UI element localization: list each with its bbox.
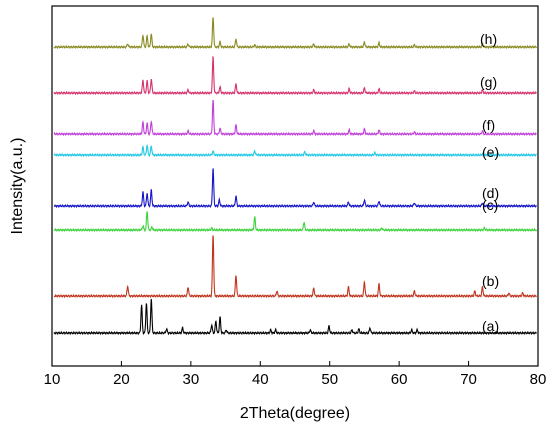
- series-line-d: [53, 168, 537, 209]
- x-tick-label: 80: [530, 371, 547, 388]
- x-tick-label: 40: [252, 371, 269, 388]
- series-label-f: (f): [482, 117, 495, 133]
- series-line-a: [53, 298, 537, 336]
- plot-frame: [51, 5, 539, 367]
- x-axis-title: 2Theta(degree): [240, 405, 350, 422]
- x-tick-label: 30: [183, 371, 200, 388]
- series-label-b: (b): [482, 273, 499, 289]
- series-label-e: (e): [482, 144, 499, 160]
- x-axis-ticks: 10 20 30 40 50 60 70 80: [44, 361, 547, 388]
- series-label-g: (g): [480, 74, 497, 90]
- series-line-g: [53, 55, 537, 96]
- x-tick-label: 10: [44, 371, 61, 388]
- series-line-b: [53, 235, 537, 299]
- series-label-d: (d): [482, 185, 499, 201]
- series-label-h: (h): [480, 31, 497, 47]
- series-labels: (a) (b) (c)(d) (e) (f) (g) (h): [480, 31, 499, 334]
- series-label-a: (a): [482, 318, 499, 334]
- x-tick-label: 20: [113, 371, 130, 388]
- plot-area: (a) (b) (c)(d) (e) (f) (g) (h) 10 20 30 40 50 60 70 8…: [44, 5, 547, 388]
- series-label-c: (c): [482, 197, 498, 213]
- y-axis-title: Intensity(a.u.): [9, 138, 26, 235]
- x-tick-label: 60: [391, 371, 408, 388]
- series-line-e: [53, 144, 537, 158]
- series-line-h: [53, 17, 537, 50]
- x-tick-label: 50: [321, 371, 338, 388]
- x-tick-label: 70: [460, 371, 477, 388]
- series-line-f: [53, 99, 537, 137]
- series-traces: [53, 17, 537, 336]
- series-line-c: [53, 211, 537, 233]
